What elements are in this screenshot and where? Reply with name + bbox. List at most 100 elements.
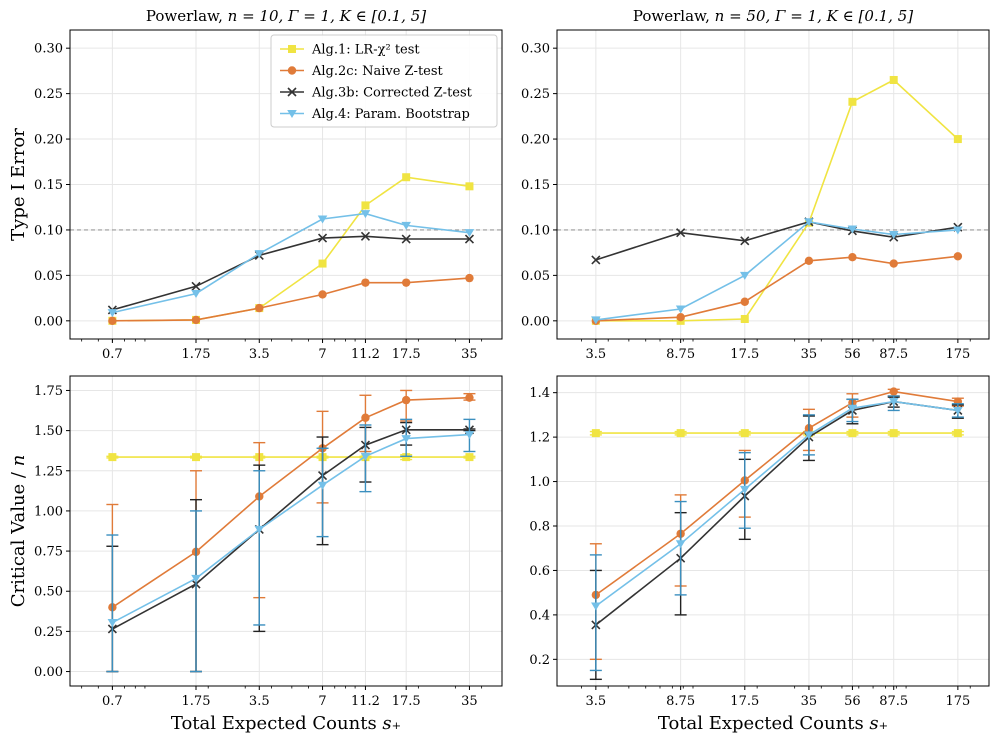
x-axis-label-prefix: Total Expected Counts bbox=[171, 713, 383, 734]
x-axis-label-math: s₊ bbox=[382, 713, 401, 734]
x-tick-label: 11.2 bbox=[351, 347, 380, 362]
data-point-alg4 bbox=[254, 525, 265, 534]
plot-frame bbox=[69, 375, 503, 687]
data-point-alg1 bbox=[361, 201, 370, 210]
data-point-alg2c bbox=[953, 252, 963, 261]
data-point-alg4 bbox=[317, 481, 328, 490]
y-axis-label: Critical Value / n bbox=[8, 455, 29, 608]
series-line-alg3b bbox=[112, 235, 470, 311]
data-point-alg2c bbox=[191, 315, 201, 325]
data-point-alg2c bbox=[108, 316, 117, 326]
series-line-alg4 bbox=[112, 433, 470, 624]
series-alg4 bbox=[591, 218, 963, 325]
data-point-alg3b bbox=[191, 281, 201, 291]
data-point-alg2c bbox=[401, 395, 411, 405]
data-point-alg3b bbox=[401, 234, 411, 244]
x-tick-label: 35 bbox=[801, 347, 818, 362]
series-alg3b bbox=[589, 396, 964, 681]
series-alg1 bbox=[589, 429, 964, 438]
data-point-alg1 bbox=[953, 135, 962, 144]
data-point-alg1 bbox=[318, 259, 327, 268]
x-tick-label: 175 bbox=[945, 694, 970, 709]
y-tick-label: 0.25 bbox=[34, 625, 63, 640]
data-point-alg3b bbox=[464, 234, 475, 244]
series-alg4 bbox=[107, 210, 475, 318]
data-point-alg3b bbox=[591, 255, 601, 265]
data-point-alg2c bbox=[676, 312, 685, 322]
data-point-alg1 bbox=[889, 429, 898, 438]
legend-entry-alg1: Alg.1: LR-χ² test bbox=[280, 43, 420, 58]
x-tick-label: 35 bbox=[461, 347, 478, 362]
data-point-alg2c bbox=[361, 278, 370, 287]
data-point-alg2c bbox=[889, 387, 898, 396]
series-line-alg3b bbox=[595, 220, 959, 261]
x-tick-label: 3.5 bbox=[249, 694, 270, 709]
x-tick-label: 7 bbox=[318, 347, 326, 362]
series-alg2c bbox=[106, 389, 476, 673]
series-line-alg3b bbox=[112, 428, 470, 630]
data-point-alg4 bbox=[464, 229, 475, 238]
data-point-alg2c bbox=[740, 297, 749, 306]
x-axis-label-math: s₊ bbox=[869, 713, 888, 734]
y-axis-label: Type I Error bbox=[8, 128, 29, 241]
data-point-alg2c bbox=[318, 290, 327, 299]
x-axis-label: Total Expected Counts s₊ bbox=[171, 713, 401, 734]
data-point-alg2c bbox=[804, 256, 814, 266]
data-point-alg4 bbox=[953, 226, 963, 235]
data-point-alg1 bbox=[465, 182, 474, 191]
data-point-alg1 bbox=[591, 429, 600, 438]
data-point-alg4 bbox=[591, 602, 601, 611]
series-line-alg2c bbox=[595, 255, 958, 322]
data-point-alg4 bbox=[847, 404, 858, 413]
panel-title-math: n = 10, Γ = 1, K ∈ [0.1, 5] bbox=[228, 7, 427, 25]
y-tick-label: 0.10 bbox=[521, 223, 550, 238]
y-tick-label: 1.50 bbox=[34, 424, 63, 439]
data-point-alg2c bbox=[401, 278, 411, 287]
x-tick-label: 17.5 bbox=[392, 694, 421, 709]
series-alg1 bbox=[591, 75, 962, 325]
y-tick-label: 1.2 bbox=[529, 431, 550, 446]
x-tick-label: 35 bbox=[801, 694, 818, 709]
series-alg3b bbox=[591, 217, 963, 265]
series-alg3b bbox=[106, 421, 476, 673]
x-tick-label: 8.75 bbox=[666, 347, 695, 362]
x-tick-label: 87.5 bbox=[879, 694, 908, 709]
data-point-alg2c bbox=[465, 393, 474, 402]
data-point-alg2c bbox=[889, 259, 898, 268]
data-point-alg4 bbox=[254, 250, 265, 259]
data-point-alg1 bbox=[402, 453, 411, 462]
legend-entry-alg2c: Alg.2c: Naive Z-test bbox=[280, 64, 444, 79]
panel-title-prefix: Powerlaw, bbox=[146, 7, 228, 25]
data-point-alg2c bbox=[255, 303, 264, 313]
x-tick-label: 17.5 bbox=[392, 347, 421, 362]
y-tick-label: 1.75 bbox=[34, 384, 63, 399]
data-point-alg4 bbox=[675, 305, 686, 314]
panel-type1-error-n50: 3.5 8.75 17.5 35 56 87.5 175 0.00 0.05 0.10 0.15 0.… bbox=[521, 7, 990, 362]
legend-label: Alg.3b: Corrected Z-test bbox=[311, 86, 473, 101]
legend-label: Alg.1: LR-χ² test bbox=[311, 43, 420, 58]
x-tick-label: 175 bbox=[945, 347, 970, 362]
data-point-alg4 bbox=[847, 225, 858, 234]
data-point-alg1 bbox=[953, 429, 962, 438]
data-point-alg1 bbox=[740, 429, 749, 438]
legend-marker bbox=[287, 66, 297, 75]
data-point-alg4 bbox=[591, 316, 601, 325]
x-tick-label: 3.5 bbox=[586, 347, 607, 362]
y-tick-label: 0.00 bbox=[34, 314, 63, 329]
x-axis-label-prefix: Total Expected Counts bbox=[658, 713, 870, 734]
data-point-alg4 bbox=[953, 406, 963, 415]
y-tick-label: 0.25 bbox=[34, 87, 63, 102]
data-point-alg4 bbox=[804, 218, 814, 227]
data-point-alg3b bbox=[676, 228, 686, 238]
x-tick-label: 3.5 bbox=[249, 347, 270, 362]
series-line-alg4 bbox=[112, 212, 470, 314]
x-tick-label: 56 bbox=[844, 694, 861, 709]
data-point-alg2c bbox=[848, 253, 857, 262]
legend-entry-alg4: Alg.4: Param. Bootstrap bbox=[280, 107, 470, 122]
y-tick-label: 1.0 bbox=[529, 475, 550, 490]
y-tick-label: 1.00 bbox=[34, 504, 63, 519]
plot-frame bbox=[556, 375, 990, 687]
series-line-alg2c bbox=[595, 390, 959, 596]
x-tick-label: 1.75 bbox=[182, 347, 211, 362]
